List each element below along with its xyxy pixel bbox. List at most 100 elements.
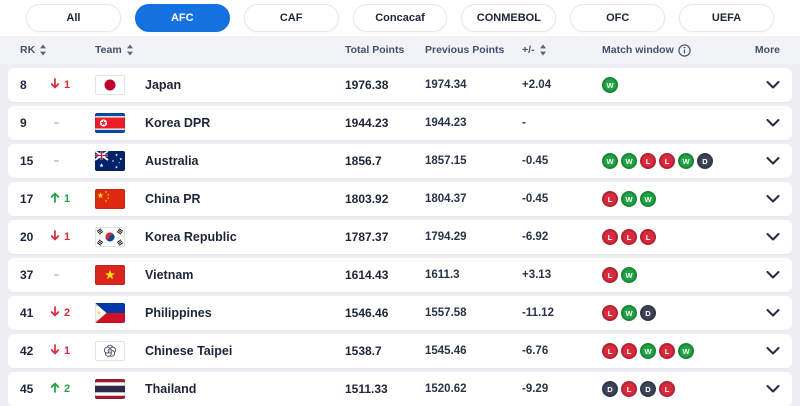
points-delta-value: -11.12 — [522, 307, 554, 319]
row-expand-button[interactable] — [766, 190, 780, 208]
table-row[interactable]: 45 2 Thailand 1511.33 1520.62 -9.29 D L D L — [8, 372, 792, 406]
chevron-down-icon — [766, 228, 780, 246]
total-points-value: 1614.43 — [345, 268, 389, 282]
match-result-w-badge: W — [678, 153, 694, 169]
header-rk-label: RK — [20, 44, 36, 56]
rank-movement — [50, 159, 95, 163]
sort-arrows-icon[interactable] — [539, 44, 547, 56]
points-delta-value: -6.76 — [522, 345, 549, 357]
match-result-w-badge: W — [602, 77, 618, 93]
row-expand-button[interactable] — [766, 342, 780, 360]
previous-points-value: 1520.62 — [425, 383, 467, 395]
previous-points-value: 1857.15 — [425, 155, 467, 167]
tab-caf[interactable]: CAF — [243, 4, 339, 32]
tab-conmebol[interactable]: CONMEBOL — [461, 4, 557, 32]
match-result-l-badge: L — [640, 229, 656, 245]
tab-concacaf[interactable]: Concacaf — [352, 4, 448, 32]
rank-value: 9 — [20, 116, 27, 130]
table-row[interactable]: 20 1 Korea Republic 1787.37 1794.29 -6.92 L L L — [8, 220, 792, 254]
rank-movement — [50, 273, 95, 277]
row-expand-button[interactable] — [766, 228, 780, 246]
philippines-flag-icon — [95, 303, 125, 323]
points-delta-value: -0.45 — [522, 155, 549, 167]
table-row[interactable]: 15 Australia 1856.7 1857.15 -0.45 W W L L W D — [8, 144, 792, 178]
header-plus-minus[interactable]: +/- — [522, 44, 602, 56]
match-result-l-badge: L — [602, 305, 618, 321]
chevron-down-icon — [766, 114, 780, 132]
header-previous-points: Previous Points — [425, 44, 522, 56]
row-expand-button[interactable] — [766, 266, 780, 284]
rank-no-change-icon — [54, 121, 59, 125]
sort-arrows-icon[interactable] — [39, 44, 47, 56]
rank-change-value: 2 — [64, 307, 71, 319]
row-expand-button[interactable] — [766, 76, 780, 94]
rank-movement: 2 — [50, 306, 95, 320]
table-body: 8 1 Japan 1976.38 1974.34 +2.04 W 9 Korea DPR 194… — [0, 64, 800, 406]
header-rk[interactable]: RK — [20, 44, 50, 56]
team-name: Philippines — [145, 306, 212, 320]
points-delta-value: -9.29 — [522, 383, 549, 395]
chevron-down-icon — [766, 342, 780, 360]
points-delta-value: - — [522, 117, 526, 129]
match-result-w-badge: W — [678, 343, 694, 359]
table-row[interactable]: 37 Vietnam 1614.43 1611.3 +3.13 L W — [8, 258, 792, 292]
team-name: Japan — [145, 78, 182, 92]
total-points-value: 1511.33 — [345, 382, 388, 396]
arrow-down-icon — [50, 344, 60, 358]
points-delta-value: +2.04 — [522, 79, 552, 91]
tab-all[interactable]: All — [26, 4, 121, 32]
sort-arrows-icon[interactable] — [126, 44, 134, 56]
match-result-l-badge: L — [602, 191, 618, 207]
match-result-d-badge: D — [640, 305, 656, 321]
total-points-value: 1546.46 — [345, 306, 389, 320]
previous-points-value: 1944.23 — [425, 117, 467, 129]
match-result-l-badge: L — [640, 153, 656, 169]
rank-movement: 1 — [50, 344, 95, 358]
team-name: Korea DPR — [145, 116, 211, 130]
tab-uefa[interactable]: UEFA — [679, 4, 775, 32]
rank-no-change-icon — [54, 273, 59, 277]
header-team[interactable]: Team — [95, 44, 345, 56]
chevron-down-icon — [766, 304, 780, 322]
chevron-down-icon — [766, 190, 780, 208]
row-expand-button[interactable] — [766, 304, 780, 322]
table-row[interactable]: 41 2 Philippines 1546.46 1557.58 -11.12 L W D — [8, 296, 792, 330]
table-row[interactable]: 17 1 China PR 1803.92 1804.37 -0.45 L W W — [8, 182, 792, 216]
row-expand-button[interactable] — [766, 152, 780, 170]
rank-value: 15 — [20, 154, 34, 168]
team-name: Thailand — [145, 382, 197, 396]
table-row[interactable]: 9 Korea DPR 1944.23 1944.23 - — [8, 106, 792, 140]
row-expand-button[interactable] — [766, 114, 780, 132]
table-row[interactable]: 8 1 Japan 1976.38 1974.34 +2.04 W — [8, 68, 792, 102]
tab-afc[interactable]: AFC — [134, 4, 230, 32]
match-result-l-badge: L — [659, 153, 675, 169]
rank-value: 37 — [20, 268, 34, 282]
match-result-l-badge: L — [621, 381, 637, 397]
info-icon[interactable] — [678, 43, 691, 57]
japan-flag-icon — [95, 75, 125, 95]
rank-value: 17 — [20, 192, 34, 206]
points-delta-value: -0.45 — [522, 193, 549, 205]
total-points-value: 1944.23 — [345, 116, 389, 130]
team-name: China PR — [145, 192, 201, 206]
team-name: Australia — [145, 154, 199, 168]
arrow-up-icon — [50, 382, 60, 396]
total-points-value: 1976.38 — [345, 78, 389, 92]
confederation-tabs: All AFC CAF Concacaf CONMEBOL OFC UEFA — [0, 0, 800, 36]
match-result-w-badge: W — [640, 343, 656, 359]
table-row[interactable]: 42 1 Chinese Taipei 1538.7 1545.46 -6.76 L L W L W — [8, 334, 792, 368]
vietnam-flag-icon — [95, 265, 125, 285]
match-result-l-badge: L — [602, 343, 618, 359]
total-points-value: 1787.37 — [345, 230, 389, 244]
tab-ofc[interactable]: OFC — [570, 4, 666, 32]
row-expand-button[interactable] — [766, 380, 780, 398]
arrow-down-icon — [50, 78, 60, 92]
korea-republic-flag-icon — [95, 227, 125, 247]
header-team-label: Team — [95, 44, 122, 56]
